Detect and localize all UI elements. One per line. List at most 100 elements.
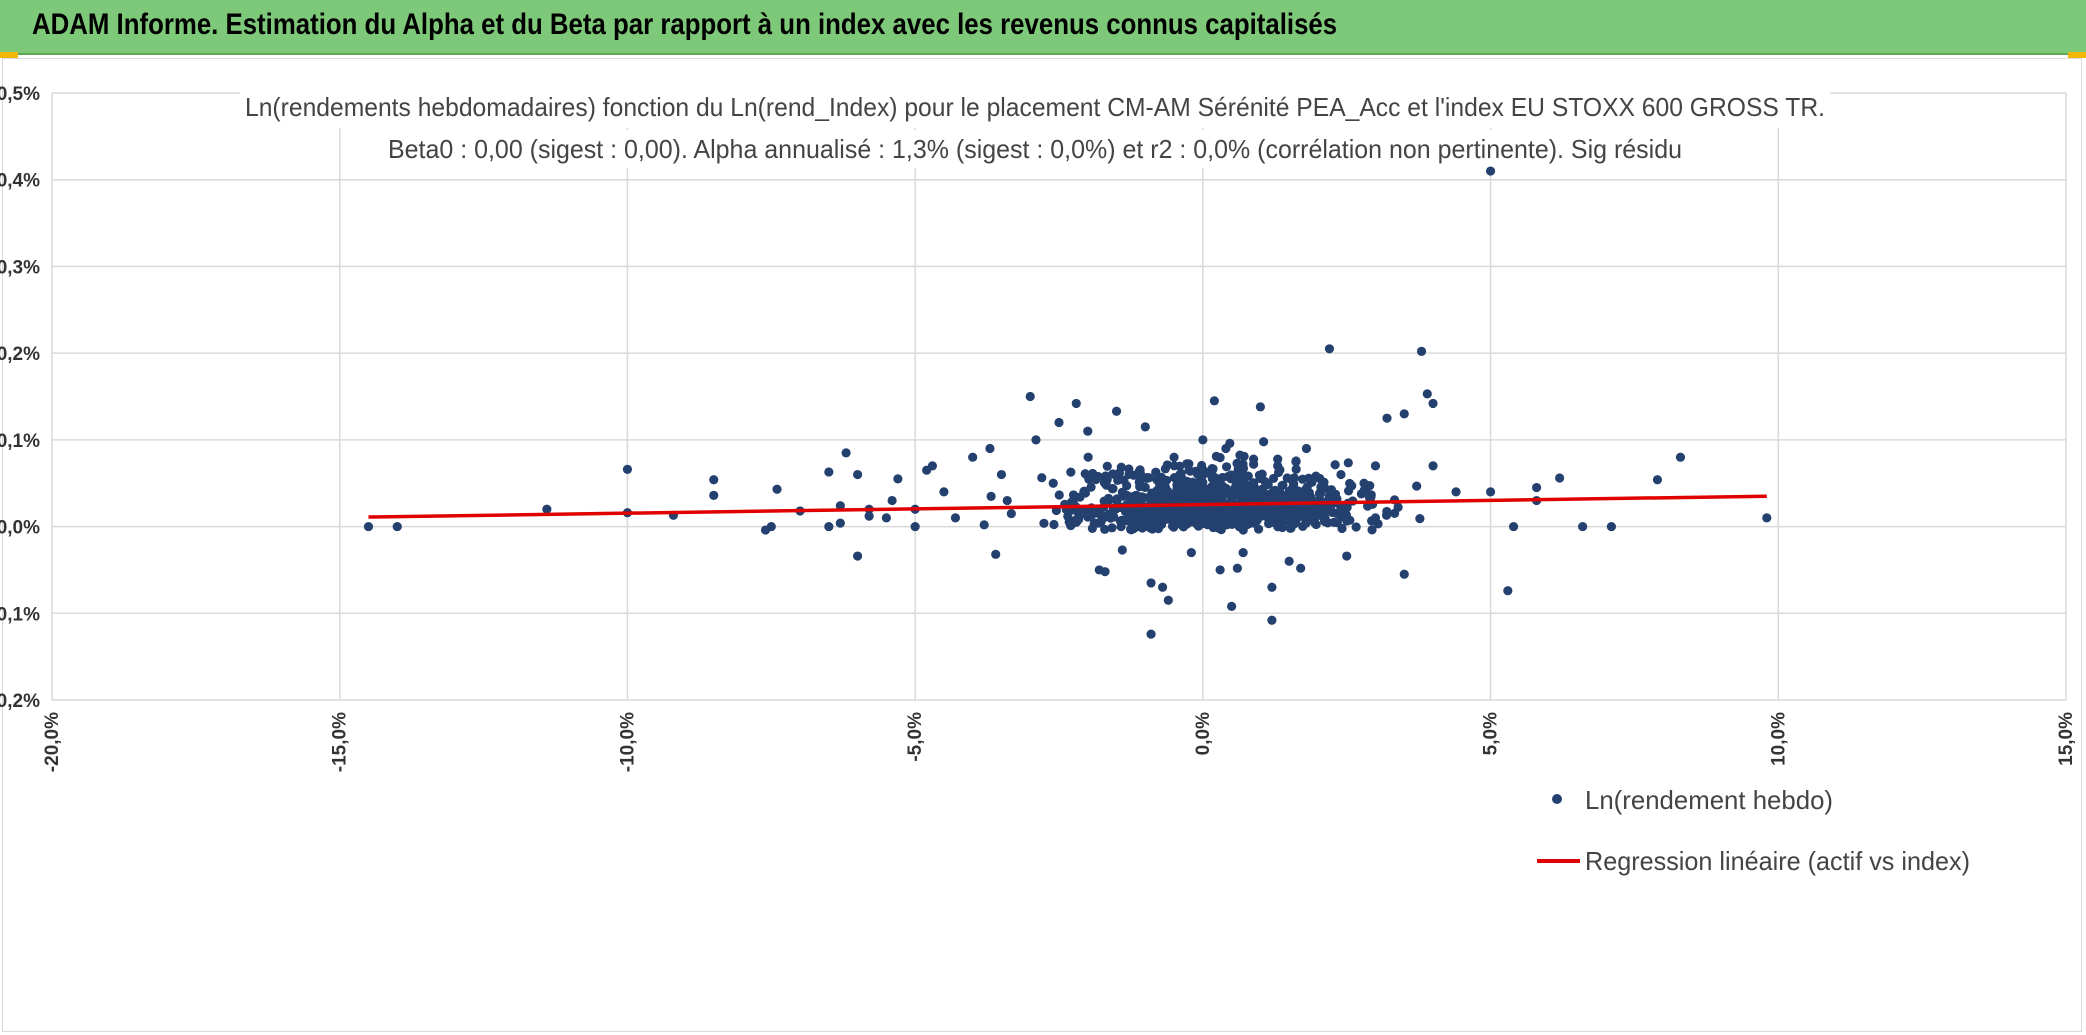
scatter-point xyxy=(363,521,374,532)
scatter-point xyxy=(1105,513,1116,523)
scatter-point xyxy=(1412,481,1422,491)
regression-series xyxy=(368,494,1767,519)
scatter-point xyxy=(1286,474,1297,485)
scatter-point xyxy=(1138,521,1148,531)
scatter-point xyxy=(1093,518,1104,528)
scatter-point xyxy=(1675,452,1686,462)
report-title: ADAM Informe. Estimation du Alpha et du … xyxy=(32,8,1338,41)
scatter-point xyxy=(1306,492,1316,502)
scatter-point xyxy=(1341,510,1352,520)
scatter-point xyxy=(1199,505,1209,515)
scatter-point xyxy=(1142,473,1152,484)
scatter-point xyxy=(1211,517,1221,527)
scatter-point xyxy=(1140,506,1150,516)
scatter-point xyxy=(1508,521,1519,532)
scatter-point xyxy=(1271,490,1281,501)
scatter-point xyxy=(1373,519,1383,529)
scatter-point xyxy=(1214,483,1224,493)
scatter-point xyxy=(1532,482,1542,493)
scatter-point xyxy=(1134,477,1144,487)
scatter-point xyxy=(1151,467,1161,477)
scatter-point xyxy=(772,484,782,494)
scatter-point xyxy=(1152,475,1162,485)
scatter-point xyxy=(1248,490,1258,501)
scatter-point xyxy=(1268,517,1278,527)
scatter-point xyxy=(1342,551,1352,561)
scatter-point xyxy=(1002,495,1012,506)
scatter-point xyxy=(1225,438,1235,448)
scatter-point xyxy=(968,452,978,462)
scatter-point xyxy=(1652,475,1663,485)
scatter-point xyxy=(1119,491,1129,501)
scatter-point xyxy=(1083,452,1093,462)
scatter-point xyxy=(1259,437,1269,447)
scatter-point xyxy=(950,513,961,523)
scatter-point xyxy=(1451,487,1461,497)
chart-title: Ln(rendements hebdomadaires) fonction du… xyxy=(240,88,1830,168)
scatter-point xyxy=(1247,515,1257,525)
scatter-point xyxy=(1037,473,1047,483)
scatter-point xyxy=(1079,486,1089,496)
scatter-point xyxy=(985,443,995,454)
scatter-point xyxy=(1253,524,1264,534)
scatter-point xyxy=(1367,525,1377,535)
scatter-point xyxy=(1291,456,1301,466)
title-line1-bg xyxy=(240,88,1830,128)
scatter-point xyxy=(1301,518,1311,528)
scatter-point xyxy=(1160,464,1170,474)
scatter-point xyxy=(1315,473,1325,484)
scatter-point xyxy=(1039,518,1049,528)
legend-scatter-label: Ln(rendement hebdo) xyxy=(1585,785,1833,815)
scatter-point xyxy=(1312,511,1322,521)
scatter-point xyxy=(1147,514,1157,524)
scatter-point xyxy=(1054,490,1064,500)
scatter-point xyxy=(1135,465,1145,475)
scatter-point xyxy=(1284,556,1294,566)
scatter-point xyxy=(927,461,938,471)
scatter-point xyxy=(1330,489,1341,499)
legend-scatter-marker xyxy=(1552,794,1562,804)
scatter-point xyxy=(1080,469,1090,479)
legend-regression-label: Regression linéaire (actif vs index) xyxy=(1585,846,1970,876)
scatter-point xyxy=(1762,513,1772,523)
scatter-point xyxy=(1156,519,1167,530)
corner-marker-left xyxy=(0,52,18,58)
scatter-point xyxy=(824,521,834,532)
scatter-point xyxy=(1049,519,1059,530)
scatter-point xyxy=(1285,523,1295,533)
scatter-point xyxy=(1155,506,1165,516)
y-tick-label: 0,2% xyxy=(0,344,40,365)
scatter-point xyxy=(1185,484,1196,494)
scatter-point xyxy=(887,495,897,506)
scatter-point xyxy=(1131,506,1141,516)
scatter-point xyxy=(1175,461,1185,471)
scatter-point xyxy=(1263,479,1273,490)
x-tick-label: 0,0% xyxy=(1193,712,1214,755)
scatter-point xyxy=(841,448,851,458)
scatter-point xyxy=(1108,484,1118,494)
scatter-point xyxy=(1209,396,1219,406)
scatter-point xyxy=(893,474,903,484)
scatter-point xyxy=(910,521,920,532)
scatter-point xyxy=(1261,511,1271,521)
regression-line xyxy=(368,494,1767,519)
scatter-point xyxy=(979,520,989,530)
scatter-point xyxy=(1224,505,1234,515)
x-tick-label: -15,0% xyxy=(330,712,351,772)
scatter-point xyxy=(1217,509,1227,520)
y-tick-label: 0,3% xyxy=(0,257,40,278)
scatter-point xyxy=(1221,462,1232,472)
scatter-point xyxy=(1365,481,1375,491)
x-tick-label: 10,0% xyxy=(1768,712,1789,766)
scatter-point xyxy=(1220,489,1230,499)
scatter-point xyxy=(1006,508,1016,519)
x-tick-label: -10,0% xyxy=(617,712,638,772)
scatter-point xyxy=(1382,506,1392,517)
scatter-point xyxy=(1071,398,1081,409)
scatter-point xyxy=(1107,523,1117,533)
scatter-point xyxy=(1235,450,1245,460)
scatter-point xyxy=(1305,475,1315,485)
scatter-point xyxy=(1278,480,1288,490)
x-tick-label: -5,0% xyxy=(905,712,926,762)
scatter-point xyxy=(1255,473,1265,484)
